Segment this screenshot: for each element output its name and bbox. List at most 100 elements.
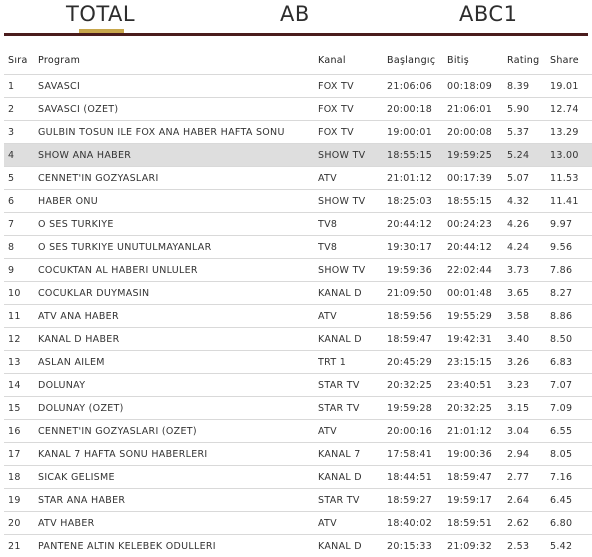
cell-program: COCUKLAR DUYMASIN xyxy=(38,282,318,305)
cell-program: ASLAN AILEM xyxy=(38,351,318,374)
cell-start: 20:44:12 xyxy=(387,213,447,236)
cell-program: PANTENE ALTIN KELEBEK ODULLERI xyxy=(38,535,318,557)
tab-ab[interactable]: AB xyxy=(280,2,310,26)
cell-share: 19.01 xyxy=(550,75,592,98)
cell-rank: 16 xyxy=(4,420,38,443)
cell-rating: 2.64 xyxy=(507,489,550,512)
cell-share: 9.56 xyxy=(550,236,592,259)
tab-total[interactable]: TOTAL xyxy=(66,2,135,26)
cell-rank: 20 xyxy=(4,512,38,535)
header-share: Share xyxy=(550,47,592,75)
cell-rank: 5 xyxy=(4,167,38,190)
cell-end: 20:32:25 xyxy=(447,397,507,420)
tab-abc1[interactable]: ABC1 xyxy=(459,2,517,26)
cell-program: DOLUNAY xyxy=(38,374,318,397)
cell-channel: ATV xyxy=(318,512,387,535)
cell-program: CENNET'IN GOZYASLARI xyxy=(38,167,318,190)
cell-end: 19:42:31 xyxy=(447,328,507,351)
cell-rank: 1 xyxy=(4,75,38,98)
cell-start: 20:45:29 xyxy=(387,351,447,374)
cell-rating: 5.07 xyxy=(507,167,550,190)
cell-program: DOLUNAY (OZET) xyxy=(38,397,318,420)
cell-rating: 3.40 xyxy=(507,328,550,351)
cell-rank: 14 xyxy=(4,374,38,397)
cell-share: 12.74 xyxy=(550,98,592,121)
cell-start: 18:59:27 xyxy=(387,489,447,512)
cell-channel: ATV xyxy=(318,305,387,328)
cell-rank: 4 xyxy=(4,144,38,167)
cell-rating: 3.04 xyxy=(507,420,550,443)
table-header-row: Sıra Program Kanal Başlangıç Bitiş Ratin… xyxy=(4,47,592,75)
audience-tabs: TOTAL AB ABC1 xyxy=(0,0,592,34)
cell-rating: 4.24 xyxy=(507,236,550,259)
cell-rank: 12 xyxy=(4,328,38,351)
cell-program: ATV HABER xyxy=(38,512,318,535)
cell-end: 21:09:32 xyxy=(447,535,507,557)
cell-end: 00:18:09 xyxy=(447,75,507,98)
cell-channel: KANAL D xyxy=(318,328,387,351)
cell-share: 7.86 xyxy=(550,259,592,282)
cell-rank: 21 xyxy=(4,535,38,557)
cell-program: HABER ONU xyxy=(38,190,318,213)
cell-start: 18:55:15 xyxy=(387,144,447,167)
cell-channel: ATV xyxy=(318,167,387,190)
cell-share: 6.55 xyxy=(550,420,592,443)
cell-channel: STAR TV xyxy=(318,374,387,397)
cell-channel: TV8 xyxy=(318,236,387,259)
cell-end: 18:59:51 xyxy=(447,512,507,535)
cell-start: 17:58:41 xyxy=(387,443,447,466)
cell-rank: 9 xyxy=(4,259,38,282)
ratings-table: Sıra Program Kanal Başlangıç Bitiş Ratin… xyxy=(4,47,592,557)
cell-rating: 3.23 xyxy=(507,374,550,397)
cell-rank: 3 xyxy=(4,121,38,144)
cell-start: 18:59:47 xyxy=(387,328,447,351)
cell-end: 19:59:25 xyxy=(447,144,507,167)
cell-rating: 8.39 xyxy=(507,75,550,98)
cell-rank: 11 xyxy=(4,305,38,328)
cell-share: 11.41 xyxy=(550,190,592,213)
cell-start: 20:00:16 xyxy=(387,420,447,443)
cell-rank: 19 xyxy=(4,489,38,512)
cell-share: 8.50 xyxy=(550,328,592,351)
cell-end: 20:44:12 xyxy=(447,236,507,259)
cell-channel: KANAL 7 xyxy=(318,443,387,466)
header-program: Program xyxy=(38,47,318,75)
cell-end: 22:02:44 xyxy=(447,259,507,282)
cell-share: 7.16 xyxy=(550,466,592,489)
cell-share: 8.86 xyxy=(550,305,592,328)
cell-end: 23:15:15 xyxy=(447,351,507,374)
cell-rating: 5.37 xyxy=(507,121,550,144)
cell-share: 6.45 xyxy=(550,489,592,512)
cell-start: 19:30:17 xyxy=(387,236,447,259)
cell-share: 5.42 xyxy=(550,535,592,557)
cell-end: 19:00:36 xyxy=(447,443,507,466)
cell-start: 21:06:06 xyxy=(387,75,447,98)
cell-rating: 2.77 xyxy=(507,466,550,489)
cell-rating: 5.24 xyxy=(507,144,550,167)
cell-rank: 13 xyxy=(4,351,38,374)
cell-rank: 2 xyxy=(4,98,38,121)
cell-end: 21:06:01 xyxy=(447,98,507,121)
cell-start: 19:00:01 xyxy=(387,121,447,144)
cell-channel: STAR TV xyxy=(318,489,387,512)
cell-rating: 3.58 xyxy=(507,305,550,328)
cell-end: 00:01:48 xyxy=(447,282,507,305)
cell-channel: SHOW TV xyxy=(318,144,387,167)
cell-channel: FOX TV xyxy=(318,98,387,121)
cell-rank: 8 xyxy=(4,236,38,259)
cell-program: SAVASCI (OZET) xyxy=(38,98,318,121)
